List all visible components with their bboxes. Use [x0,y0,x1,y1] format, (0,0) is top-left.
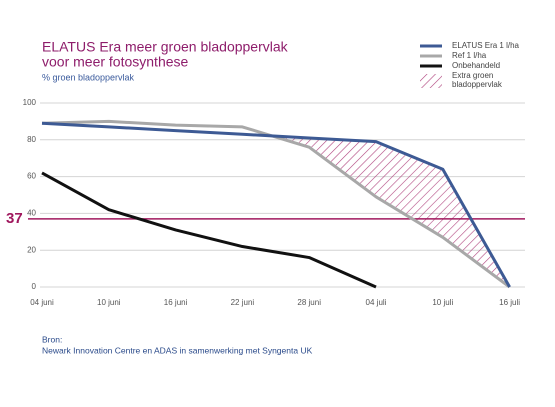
y-tick-label: 0 [32,282,37,291]
legend-label: Ref 1 l/ha [452,51,487,60]
x-tick-label: 04 juli [366,298,387,307]
x-tick-label: 10 juli [432,298,453,307]
x-tick-label: 10 juni [97,298,121,307]
x-tick-label: 22 juni [231,298,255,307]
x-tick-label: 16 juli [499,298,520,307]
series-line [41,171,377,289]
legend-swatch [420,74,442,88]
chart-title: ELATUS Era meer groen bladoppervlak [42,39,289,55]
series-line [41,121,511,288]
chart-subtitle: % groen bladoppervlak [42,72,135,82]
y-tick-label: 40 [27,209,36,218]
legend-label: bladoppervlak [452,80,503,89]
x-tick-label: 04 juni [30,298,54,307]
source: Bron: [42,334,62,344]
legend-label: ELATUS Era 1 l/ha [452,41,520,50]
y-tick-label: 20 [27,245,36,254]
x-tick-label: 28 juni [297,298,321,307]
y-tick-label: 100 [23,98,37,107]
legend-label: Onbehandeld [452,61,500,70]
chart-title: voor meer fotosynthese [42,54,189,70]
reference-label: 37 [6,210,23,227]
y-tick-label: 60 [27,172,36,181]
extra-area [42,123,510,287]
legend-label: Extra groen [452,71,493,80]
y-tick-label: 80 [27,135,36,144]
source: Newark Innovation Centre en ADAS in same… [42,345,313,355]
x-tick-label: 16 juni [164,298,188,307]
